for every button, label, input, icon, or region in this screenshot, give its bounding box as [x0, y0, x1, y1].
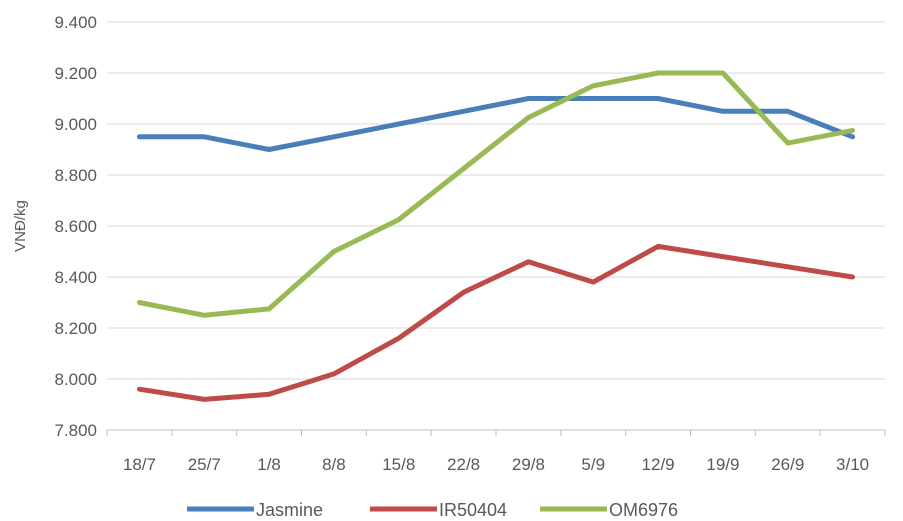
x-axis	[106, 429, 886, 436]
y-tick-label: 8.600	[54, 217, 97, 236]
x-tick-label: 19/9	[706, 455, 739, 474]
y-tick-label: 8.200	[54, 319, 97, 338]
y-tick-label: 7.800	[54, 421, 97, 440]
series-line-ir50404	[136, 243, 856, 402]
x-tick-label: 29/8	[512, 455, 545, 474]
y-tick-label: 8.400	[54, 268, 97, 287]
gridlines	[107, 21, 885, 380]
x-axis-tick-labels: 18/7 25/7 1/8 8/8 15/8 22/8 29/8 5/9 12/9 19/9 26/…	[123, 455, 869, 474]
y-axis-title: VNĐ/kg	[12, 200, 29, 252]
y-tick-label: 9.200	[54, 64, 97, 83]
y-tick-label: 8.000	[54, 370, 97, 389]
x-tick-label: 15/8	[382, 455, 415, 474]
x-tick-label: 1/8	[257, 455, 281, 474]
x-tick-label: 18/7	[123, 455, 156, 474]
legend-item-om6976: OM6976	[540, 500, 678, 520]
legend-label: IR50404	[439, 500, 507, 520]
x-tick-label: 26/9	[771, 455, 804, 474]
legend-item-ir50404: IR50404	[370, 500, 507, 520]
legend-label: Jasmine	[256, 500, 323, 520]
y-tick-label: 9.000	[54, 115, 97, 134]
y-axis-tick-labels: 7.800 8.000 8.200 8.400 8.600 8.800 9.000 9.200…	[54, 13, 97, 440]
x-tick-label: 25/7	[188, 455, 221, 474]
y-tick-label: 9.400	[54, 13, 97, 32]
x-tick-label: 22/8	[447, 455, 480, 474]
series-lines	[136, 70, 856, 402]
series-line-jasmine	[136, 96, 856, 152]
legend: Jasmine IR50404 OM6976	[187, 500, 678, 520]
series-line-om6976	[136, 70, 856, 318]
legend-item-jasmine: Jasmine	[187, 500, 323, 520]
x-tick-label: 12/9	[642, 455, 675, 474]
legend-label: OM6976	[609, 500, 678, 520]
x-tick-label: 5/9	[581, 455, 605, 474]
y-tick-label: 8.800	[54, 166, 97, 185]
x-tick-label: 3/10	[836, 455, 869, 474]
x-tick-label: 8/8	[322, 455, 346, 474]
